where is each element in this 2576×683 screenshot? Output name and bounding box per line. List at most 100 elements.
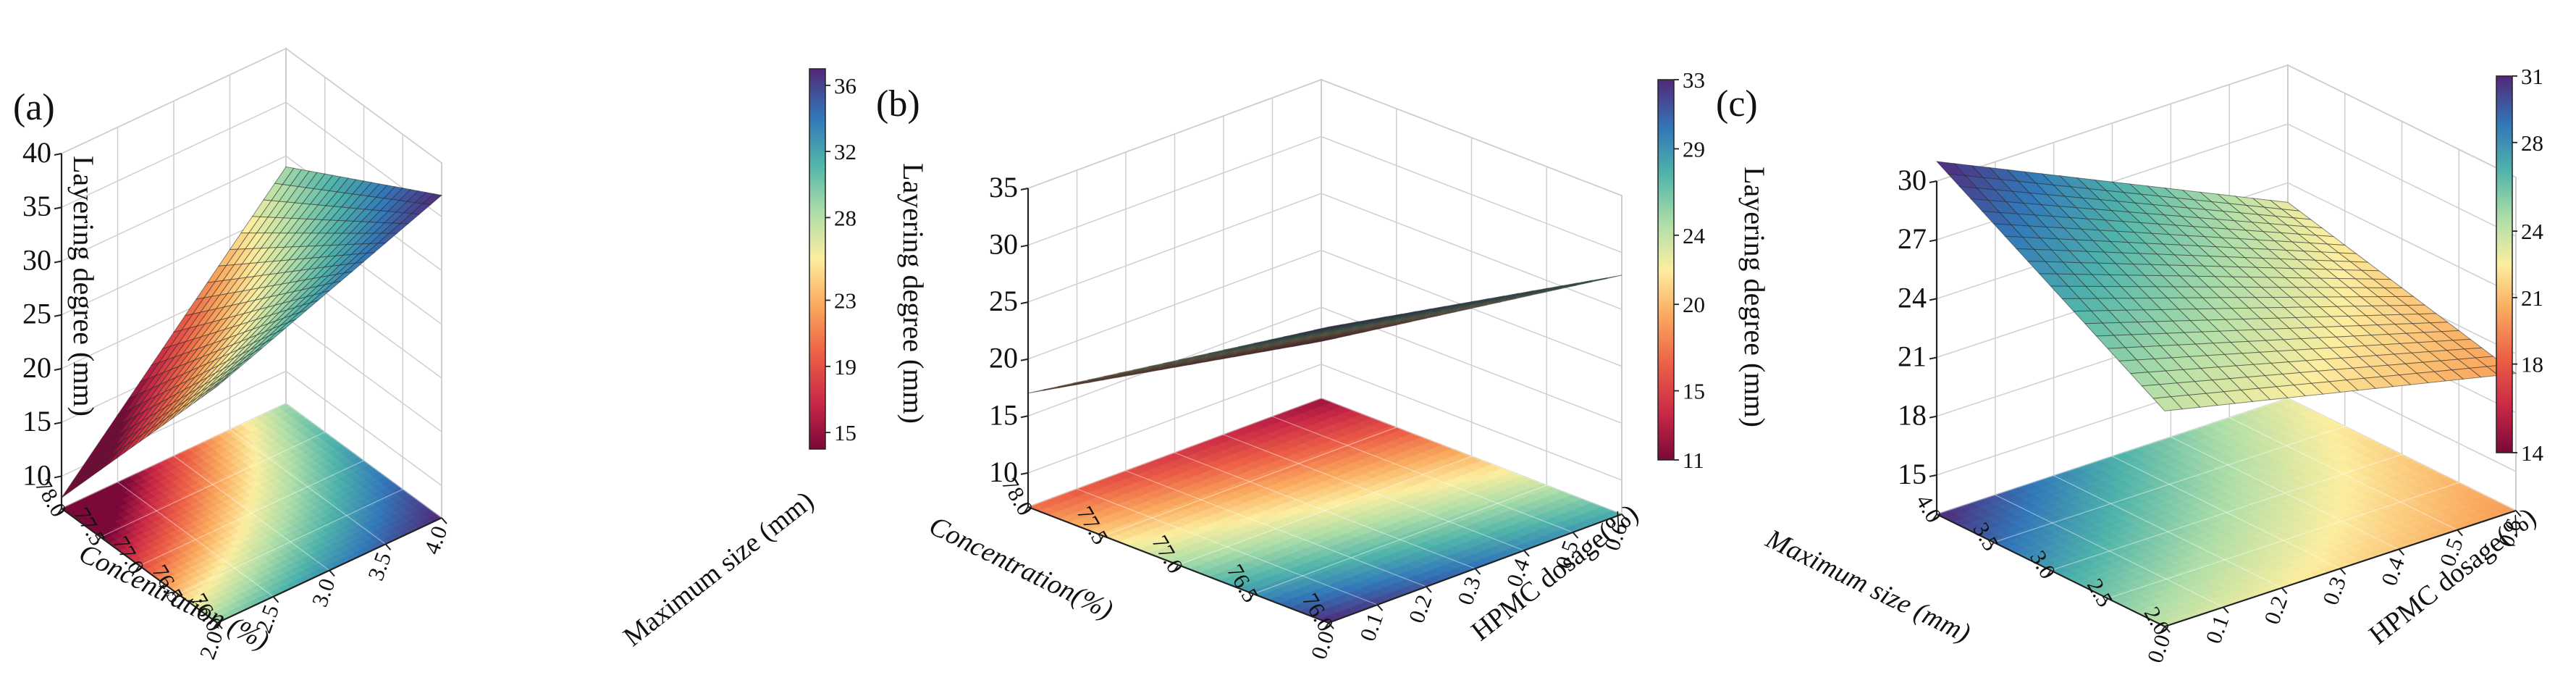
- y-tick-mark: [2457, 529, 2463, 537]
- y-tick-mark: [272, 596, 279, 603]
- z-tick-label: 24: [1898, 281, 1927, 314]
- y-tick-mark: [384, 543, 392, 550]
- floor-contour-cell: [277, 403, 292, 411]
- panel-b-label: (b): [876, 83, 920, 125]
- floor-gridline: [173, 456, 330, 571]
- x-tick-mark: [1248, 593, 1255, 601]
- x-tick-mark: [212, 622, 218, 630]
- x-tick-mark: [1932, 514, 1937, 521]
- z-tick-mark: [1020, 358, 1029, 361]
- floor-gridline: [117, 482, 274, 598]
- z-tick-mark: [1929, 474, 1937, 477]
- floor-gridline: [1027, 398, 1322, 508]
- z-tick-mark: [54, 422, 62, 425]
- y-tick-mark: [2223, 606, 2229, 613]
- floor-gridline: [1253, 485, 1547, 595]
- colorbar-tick-label: 15: [1683, 379, 1705, 404]
- x-tick-mark: [1323, 622, 1329, 630]
- floor-gridline: [230, 429, 386, 545]
- floor-gridline: [100, 431, 326, 538]
- colorbar-tick-label: 36: [834, 73, 856, 99]
- floor-gridline: [1077, 488, 1378, 606]
- floor-gridline: [1936, 398, 2289, 515]
- y-tick-mark: [2398, 548, 2405, 556]
- x-tick-mark: [2103, 598, 2109, 606]
- y-tick-mark: [1376, 604, 1384, 611]
- floor-gridline: [1223, 434, 1525, 551]
- colorbar-tick-label: 18: [2521, 352, 2543, 377]
- z-tick-label: 10: [22, 458, 51, 491]
- y-tick-label: 0.3: [1452, 573, 1486, 608]
- floor-gridline: [2171, 436, 2399, 550]
- panel-b-z-axis-title: Layering degree (mm): [897, 163, 930, 424]
- y-tick-mark: [2281, 587, 2288, 595]
- y-tick-mark: [1328, 622, 1334, 629]
- z-tick-label: 21: [1898, 340, 1927, 373]
- x-tick-mark: [2160, 626, 2165, 634]
- y-tick-label: 0.1: [2200, 612, 2234, 647]
- floor-gridline: [1993, 426, 2345, 543]
- y-tick-mark: [1523, 550, 1530, 557]
- colorbar: [809, 68, 826, 450]
- y-tick-label: 3.5: [363, 549, 396, 584]
- panel-a-label: (a): [13, 87, 55, 128]
- floor-contour-cell: [1310, 398, 1332, 406]
- x-tick-mark: [95, 536, 101, 545]
- floor-gridline: [2053, 475, 2282, 589]
- z-tick-mark: [54, 314, 62, 317]
- floor-gridline: [139, 460, 364, 566]
- floor-contour-cell: [2275, 398, 2297, 406]
- floor-gridline: [1272, 416, 1573, 533]
- floor-gridline: [2287, 398, 2517, 511]
- z-tick-mark: [54, 367, 62, 371]
- colorbar: [1657, 79, 1675, 461]
- colorbar-tick-label: 24: [2521, 219, 2544, 244]
- z-tick-label: 30: [1898, 164, 1927, 196]
- colorbar-tick-label: 20: [1683, 292, 1705, 317]
- colorbar-tick-label: 31: [2521, 64, 2543, 89]
- z-tick-label: 20: [989, 342, 1018, 374]
- floor-gridline: [1321, 398, 1622, 515]
- y-tick-mark: [329, 569, 335, 577]
- z-tick-mark: [1020, 244, 1029, 248]
- colorbar-tick-label: 21: [2521, 285, 2543, 311]
- y-tick-label: 0.2: [2259, 592, 2292, 627]
- z-tick-mark: [54, 475, 62, 479]
- z-tick-label: 35: [989, 171, 1018, 204]
- surface-cell: [209, 376, 229, 393]
- z-tick-label: 25: [989, 285, 1018, 317]
- y-tick-mark: [1621, 514, 1628, 521]
- z-tick-label: 15: [1898, 458, 1927, 490]
- y-tick-mark: [216, 622, 223, 629]
- z-tick-label: 25: [22, 298, 51, 330]
- y-tick-label: 0.2: [1403, 591, 1436, 626]
- floor-gridline: [2108, 482, 2459, 599]
- y-tick-label: 3.0: [306, 575, 340, 610]
- y-tick-label: 0.0: [2142, 631, 2175, 666]
- colorbar-tick-label: 28: [834, 205, 856, 230]
- floor-gridline: [1995, 494, 2224, 608]
- y-tick-mark: [1572, 532, 1579, 539]
- colorbar-tick-label: 19: [834, 354, 856, 380]
- colorbar-tick-label: 29: [1683, 136, 1705, 162]
- colorbar-tick-label: 15: [834, 420, 856, 445]
- colorbar-tick-label: 28: [2521, 130, 2543, 156]
- colorbar-tick-label: 33: [1683, 67, 1705, 93]
- floor-gridline: [2050, 453, 2402, 571]
- y-tick-label: 0.4: [2376, 553, 2409, 589]
- z-tick-mark: [1929, 415, 1937, 419]
- z-tick-label: 30: [989, 228, 1018, 261]
- surface-cell: [1313, 324, 1344, 331]
- colorbar-tick-label: 23: [834, 288, 856, 314]
- x-tick-mark: [1098, 535, 1104, 543]
- floor-gridline: [1103, 427, 1397, 537]
- y-tick-label: 4.0: [418, 522, 452, 557]
- y-tick-mark: [2164, 626, 2171, 633]
- z-tick-mark: [1020, 415, 1029, 419]
- y-tick-label: 0.3: [2318, 573, 2351, 608]
- colorbar-tick-label: 11: [1683, 448, 1704, 473]
- panel-a-y-axis-title: Maximum size (mm): [618, 485, 820, 653]
